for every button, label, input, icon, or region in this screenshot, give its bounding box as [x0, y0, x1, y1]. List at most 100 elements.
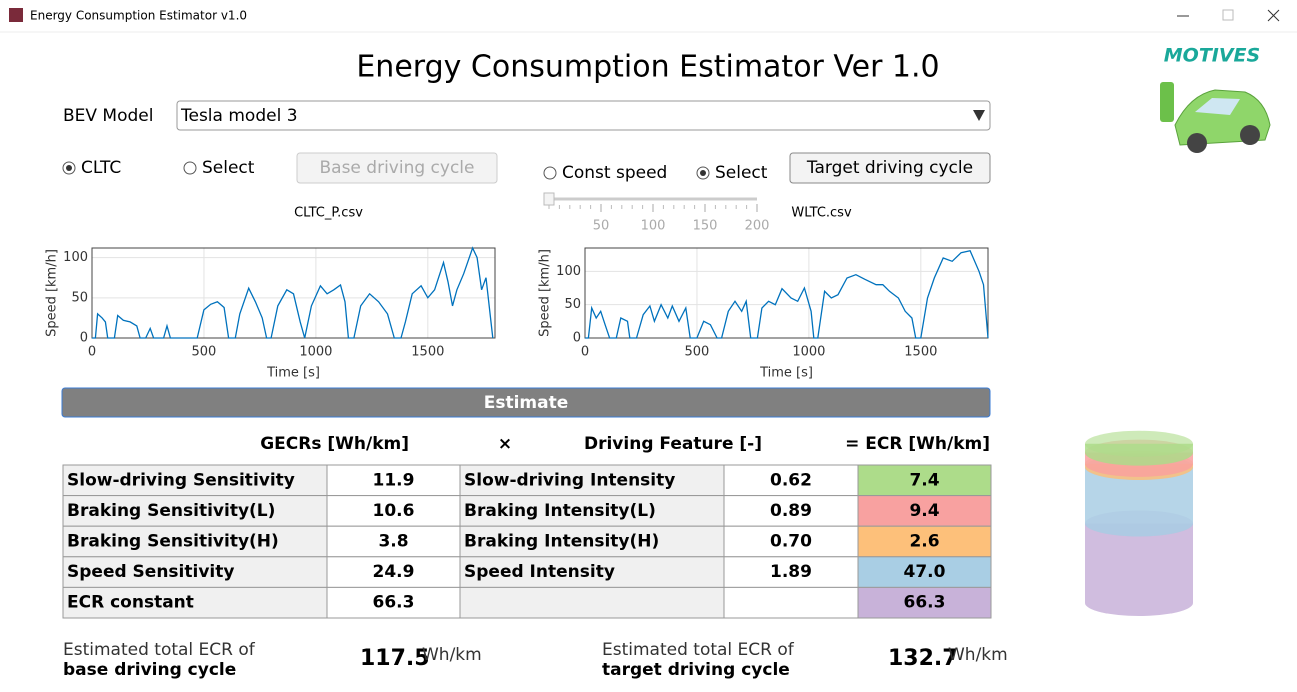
table-cell: [459, 464, 725, 497]
bev-dropdown[interactable]: [176, 100, 991, 131]
base-cycle-button-label: Base driving cycle: [320, 158, 475, 178]
table-cell: [723, 464, 859, 497]
estimate-button[interactable]: [61, 387, 991, 418]
table-cell-text: Braking Intensity(H): [464, 532, 659, 552]
x-axis-label: Time [s]: [759, 366, 813, 381]
table-cell: [857, 464, 992, 497]
table-cell: [723, 586, 859, 619]
target-cycle-button[interactable]: [789, 152, 991, 184]
y-tick-label: 100: [556, 264, 581, 279]
table-cell-text: 66.3: [904, 593, 946, 613]
table-cell-text: Speed Sensitivity: [67, 562, 234, 582]
logo: MOTIVES: [1164, 45, 1260, 67]
table-cell: [857, 556, 992, 588]
table-header: ×: [498, 434, 512, 454]
cylinder-segment-top: [1085, 430, 1193, 457]
table-cell: [62, 525, 328, 558]
table-cell-text: 1.89: [770, 562, 812, 582]
table-cell-text: 0.62: [770, 470, 812, 490]
x-tick-label: 500: [192, 345, 217, 360]
table-cell-text: Braking Sensitivity(H): [67, 532, 279, 552]
y-axis-label: Speed [km/h]: [45, 249, 60, 337]
bev-value: Tesla model 3: [180, 106, 298, 126]
table-cell-text: 66.3: [373, 593, 415, 613]
plot-area: [92, 248, 495, 338]
slider-tick-label: 50: [593, 219, 610, 234]
estimate-button-label: Estimate: [484, 393, 569, 413]
table-header: = ECR [Wh/km]: [845, 434, 990, 454]
x-tick-label: 1000: [299, 345, 332, 360]
target-cycle-button-label: Target driving cycle: [806, 158, 973, 178]
base-cycle-button[interactable]: [296, 152, 498, 184]
radio-label: CLTC: [81, 158, 121, 178]
slider-tick-label: 100: [641, 219, 666, 234]
table-cell-text: Braking Intensity(L): [464, 501, 656, 521]
maximize-button[interactable]: [1222, 9, 1234, 21]
y-tick-label: 0: [80, 331, 88, 346]
car-icon: [1160, 82, 1271, 153]
y-tick-label: 100: [63, 250, 88, 265]
window-title: Energy Consumption Estimator v1.0: [30, 9, 247, 23]
total-label: Estimated total ECR of: [602, 640, 795, 660]
table-header: Driving Feature [-]: [584, 434, 762, 454]
radio-button[interactable]: [543, 166, 557, 180]
total-value: 117.5: [360, 646, 430, 671]
cylinder-segment: [1085, 523, 1193, 616]
x-tick-label: 500: [685, 345, 710, 360]
speed-line: [585, 249, 989, 339]
slider-tick-label: 150: [693, 219, 718, 234]
y-tick-label: 50: [564, 297, 581, 312]
dropdown-arrow[interactable]: [973, 110, 985, 121]
table-cell-text: 3.8: [378, 532, 408, 552]
table-cell-text: 0.89: [770, 501, 812, 521]
table-cell-text: 0.70: [770, 532, 812, 552]
table-cell-text: 47.0: [904, 562, 946, 582]
x-tick-label: 1500: [904, 345, 937, 360]
slider-thumb[interactable]: [543, 192, 555, 206]
table-header: GECRs [Wh/km]: [260, 434, 409, 454]
cylinder-segment: [1085, 467, 1193, 537]
table-cell-text: Slow-driving Intensity: [464, 470, 675, 490]
total-value: 132.7: [888, 646, 958, 671]
table-cell-text: 10.6: [373, 501, 415, 521]
x-tick-label: 0: [581, 345, 589, 360]
table-cell-text: 2.6: [909, 532, 939, 552]
table-cell: [62, 586, 328, 619]
radio-button[interactable]: [183, 161, 197, 175]
speed-line: [92, 246, 494, 339]
axes-box: [584, 247, 989, 339]
table-cell: [326, 525, 461, 558]
radio-label: Select: [715, 163, 768, 183]
x-axis-label: Time [s]: [266, 366, 320, 381]
table-cell-text: Speed Intensity: [464, 562, 615, 582]
slider-tick-label: 200: [745, 219, 770, 234]
app-icon: [9, 8, 23, 22]
table-cell: [62, 495, 328, 527]
y-tick-label: 50: [71, 290, 88, 305]
total-label: Estimated total ECR of: [63, 640, 256, 660]
total-unit: Wh/km: [422, 645, 482, 665]
chart-title: CLTC_P.csv: [294, 206, 363, 221]
table-cell-text: Braking Sensitivity(L): [67, 501, 275, 521]
table-cell: [857, 495, 992, 527]
table-cell: [326, 556, 461, 588]
bev-label: BEV Model: [63, 106, 153, 126]
table-cell-text: 7.4: [909, 470, 939, 490]
table-cell: [459, 586, 725, 619]
axes-box: [91, 247, 496, 339]
total-label: base driving cycle: [63, 660, 236, 680]
table-cell-text: Slow-driving Sensitivity: [67, 470, 295, 490]
table-cell: [857, 586, 992, 619]
x-tick-label: 1500: [411, 345, 444, 360]
chart-title: WLTC.csv: [791, 206, 852, 221]
radio-label: Const speed: [562, 163, 667, 183]
total-label: target driving cycle: [602, 660, 790, 680]
table-cell-text: 11.9: [373, 470, 415, 490]
table-cell-text: 9.4: [909, 501, 939, 521]
total-unit: Wh/km: [948, 645, 1008, 665]
close-button[interactable]: [1267, 9, 1280, 22]
table-cell-text: ECR constant: [67, 593, 194, 613]
y-axis-label: Speed [km/h]: [538, 249, 553, 337]
radio-label: Select: [202, 158, 255, 178]
